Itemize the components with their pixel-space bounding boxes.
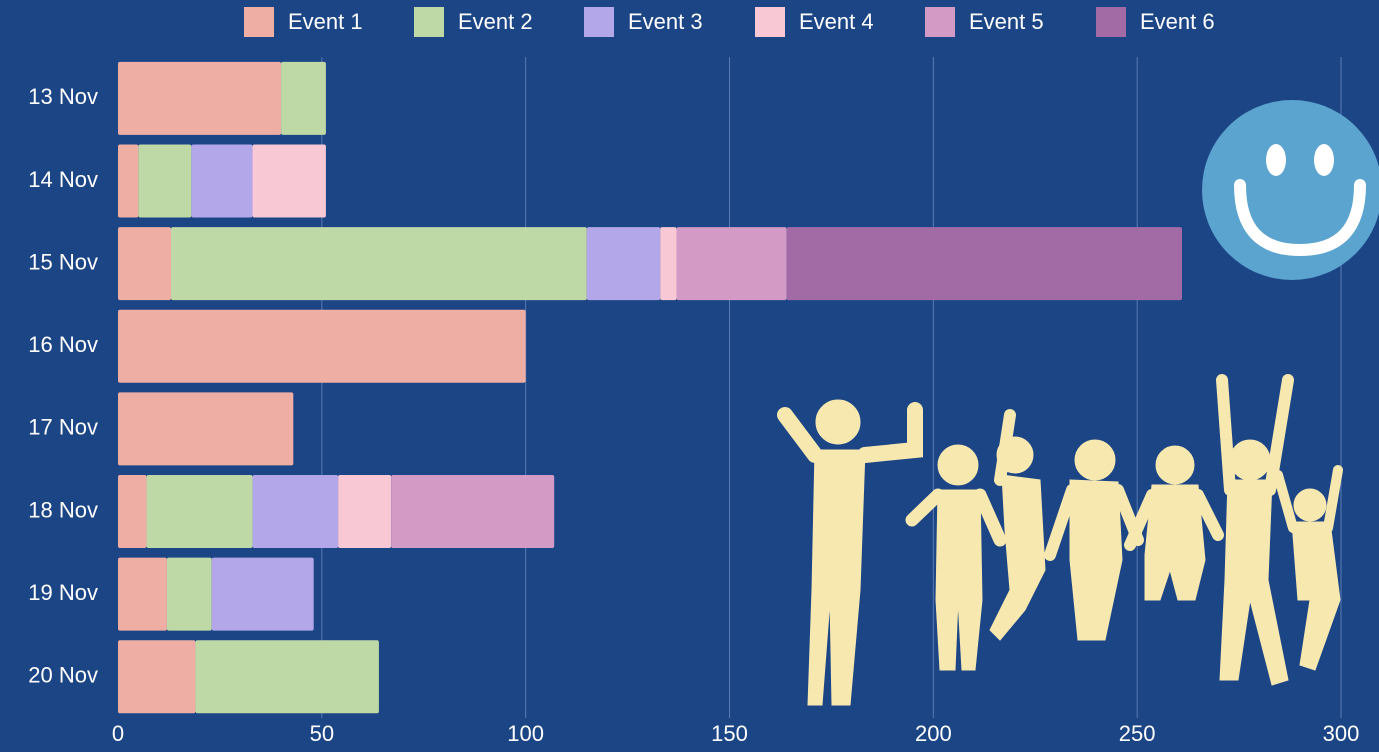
legend-swatch (584, 7, 614, 37)
bar-segment (118, 144, 138, 217)
legend-label: Event 5 (969, 9, 1044, 34)
x-tick-label: 100 (507, 721, 544, 746)
bar-segment (391, 475, 554, 548)
bar-segment (118, 227, 171, 300)
bar-segment (660, 227, 676, 300)
legend-swatch (755, 7, 785, 37)
legend-label: Event 1 (288, 9, 363, 34)
legend-swatch (244, 7, 274, 37)
legend-label: Event 2 (458, 9, 533, 34)
bar-segment (118, 640, 195, 713)
bar-segment (118, 310, 526, 383)
bar-segment (253, 144, 326, 217)
bar-segment (118, 392, 293, 465)
bar-segment (212, 558, 314, 631)
y-tick-label: 14 Nov (28, 167, 98, 192)
y-tick-label: 15 Nov (28, 249, 98, 274)
x-tick-label: 300 (1323, 721, 1360, 746)
chart: 0 50 100 150 200 250 300 13 Nov 14 Nov 15 Nov 16 N… (0, 0, 1379, 752)
bar-segment (787, 227, 1182, 300)
bar-segment (167, 558, 212, 631)
legend-label: Event 4 (799, 9, 874, 34)
bar-segment (253, 475, 339, 548)
y-tick-label: 19 Nov (28, 580, 98, 605)
smiley-icon (1202, 100, 1379, 280)
bar-segment (118, 558, 167, 631)
x-tick-label: 50 (310, 721, 334, 746)
bar-segment (171, 227, 587, 300)
bar-segment (677, 227, 787, 300)
bar-segment (281, 62, 326, 135)
x-tick-label: 150 (711, 721, 748, 746)
x-tick-label: 0 (112, 721, 124, 746)
bar-segment (138, 144, 191, 217)
bar-segment (118, 62, 281, 135)
y-tick-label: 20 Nov (28, 663, 98, 688)
y-tick-label: 16 Nov (28, 332, 98, 357)
legend-swatch (925, 7, 955, 37)
bar-segment (338, 475, 391, 548)
y-tick-label: 13 Nov (28, 84, 98, 109)
legend-label: Event 6 (1140, 9, 1215, 34)
bar-segment (587, 227, 660, 300)
legend-label: Event 3 (628, 9, 703, 34)
bar-segment (147, 475, 253, 548)
x-tick-label: 200 (915, 721, 952, 746)
bar-segment (118, 475, 147, 548)
y-tick-label: 18 Nov (28, 497, 98, 522)
x-tick-label: 250 (1119, 721, 1156, 746)
legend-swatch (1096, 7, 1126, 37)
y-tick-label: 17 Nov (28, 415, 98, 440)
legend-swatch (414, 7, 444, 37)
bar-segment (195, 640, 378, 713)
bar-segment (191, 144, 252, 217)
